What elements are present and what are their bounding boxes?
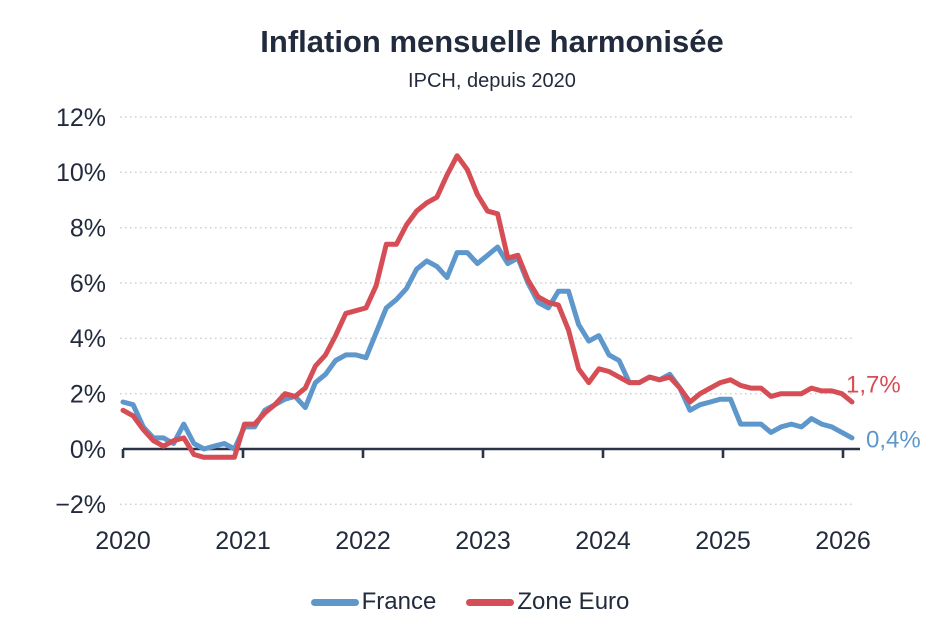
x-axis-tick-label: 2023 [455,527,511,555]
y-axis-tick-label: 0% [70,436,106,464]
legend: France Zone Euro [0,588,940,616]
y-axis-tick-label: 8% [70,214,106,242]
x-axis-tick-label: 2026 [815,527,871,555]
y-axis-tick-label: 2% [70,380,106,408]
end-value-label-france: 0,4% [866,426,921,453]
series-line-zone-euro [120,153,855,460]
y-axis-tick-label: 10% [56,159,106,187]
zone-euro-line-swatch [466,598,515,606]
x-axis-tick-label: 2022 [335,527,391,555]
end-value-label-zone-euro: 1,7% [846,371,901,398]
chart-subtitle: IPCH, depuis 2020 [408,70,576,92]
legend-item-france: France [310,588,437,616]
x-axis-tick-label: 2024 [575,527,631,555]
legend-label-zone-euro: Zone Euro [517,588,630,615]
series-line-france [120,244,855,452]
y-axis-tick-label: 6% [70,270,106,298]
y-axis-tick-label: 12% [56,104,106,132]
chart-title: Inflation mensuelle harmonisée [260,24,724,59]
x-axis-tick-label: 2020 [95,527,151,555]
y-axis-tick-label: −2% [55,491,106,519]
y-axis-tick-label: 4% [70,325,106,353]
legend-item-zone-euro: Zone Euro [466,588,629,616]
france-line-swatch [310,598,359,606]
x-axis-tick-label: 2021 [215,527,271,555]
legend-label-france: France [361,588,437,615]
x-axis-tick-label: 2025 [695,527,751,555]
